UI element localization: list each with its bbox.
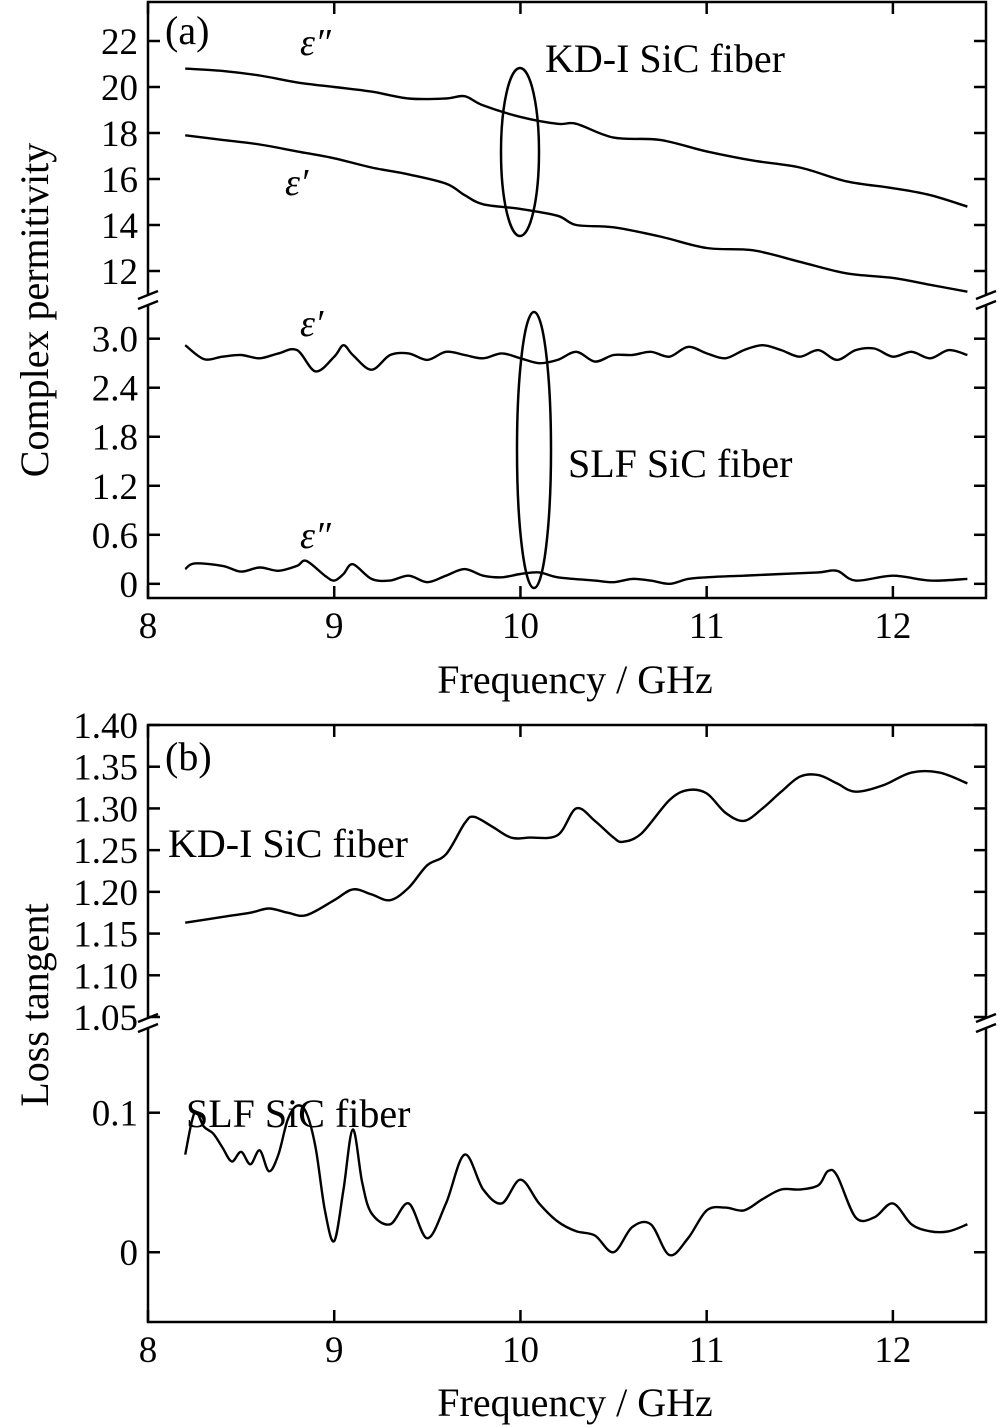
panel-b-ytick-label: 1.40 — [73, 706, 138, 747]
panel-a-ytick-label: 22 — [101, 22, 138, 63]
panel-b-ytick-label: 0.1 — [92, 1094, 138, 1135]
panel-b-ytick-label: 0 — [120, 1233, 139, 1274]
panel-a-axis-break-gap — [974, 295, 998, 305]
panel-a: 8 9 10 11 12 12 14 16 18 20 22 0 0.6 1.2 1.8 2.4 3.0 (a)… — [12, 0, 998, 702]
panel-b-axis-break-gap — [974, 1018, 998, 1028]
panel-a-ytick-label: 0 — [120, 565, 139, 606]
panel-a-xtick-label: 9 — [325, 606, 344, 647]
panel-a-kd-eps2-label: ε″ — [300, 22, 332, 64]
panel-b-ytick-label: 1.20 — [73, 873, 138, 914]
panel-a-lower-series-1 — [184, 559, 968, 586]
panel-b-ytick-label: 1.35 — [73, 748, 138, 789]
panel-b-ytick-label: 1.05 — [73, 998, 138, 1039]
panel-a-axis-break-gap — [136, 295, 160, 305]
panel-a-slf-annotation: SLF SiC fiber — [568, 441, 792, 486]
panel-a-xtick-label: 10 — [502, 606, 539, 647]
panel-b-xtick-label: 12 — [874, 1330, 911, 1371]
panel-b-ytick-label: 1.10 — [73, 956, 138, 997]
panel-a-kd-annotation: KD-I SiC fiber — [545, 36, 785, 81]
panel-a-xlabel: Frequency / GHz — [437, 657, 712, 702]
panel-b-xtick-label: 8 — [139, 1330, 158, 1371]
panel-b-lower-series-0 — [184, 1104, 968, 1257]
panel-b-xlabel: Frequency / GHz — [437, 1380, 712, 1425]
panel-a-ytick-label: 16 — [101, 160, 138, 201]
panel-a-lower-series-0 — [184, 344, 968, 373]
panel-b-ytick-label: 1.30 — [73, 789, 138, 830]
panel-a-axis-break-mark — [137, 299, 159, 311]
panel-a-upper-series-0 — [185, 67, 968, 208]
panel-b-ylabel: Loss tangent — [12, 903, 57, 1106]
panel-a-xtick-label: 12 — [874, 606, 911, 647]
panel-a-xtick-label: 8 — [139, 606, 158, 647]
panel-a-ytick-label: 1.2 — [92, 467, 138, 508]
panel-b-axis-break-mark — [137, 1022, 159, 1034]
panel-b-frame — [146, 723, 988, 1324]
panel-b-ytick-label: 1.15 — [73, 915, 138, 956]
panel-b-slf-annotation: SLF SiC fiber — [186, 1091, 410, 1136]
panel-a-ytick-label: 3.0 — [92, 320, 138, 361]
panel-a-ytick-label: 1.8 — [92, 418, 138, 459]
panel-b-ytick-label: 1.25 — [73, 831, 138, 872]
panel-a-ytick-label: 2.4 — [92, 369, 138, 410]
panel-a-ytick-label: 12 — [101, 252, 138, 293]
panel-b-axis-break-gap — [136, 1018, 160, 1028]
panel-a-slf-eps1-label: ε′ — [300, 303, 324, 345]
panel-a-axis-break-mark — [975, 289, 997, 301]
panel-a-ytick-label: 20 — [101, 68, 138, 109]
panel-a-upper-series-1 — [185, 134, 968, 293]
panel-b-xtick-label: 10 — [502, 1330, 539, 1371]
panel-a-axis-break-mark — [137, 289, 159, 301]
panel-b-xtick-label: 9 — [325, 1330, 344, 1371]
panel-b: 8 9 10 11 12 1.051.101.151.201.251.301.351.40… — [12, 706, 998, 1425]
panel-a-label: (a) — [165, 8, 209, 53]
panel-b-axis-break-mark — [975, 1022, 997, 1034]
panel-a-xtick-label: 11 — [689, 606, 725, 647]
panel-a-kd-ellipse — [499, 66, 541, 238]
panel-a-frame — [146, 0, 988, 600]
panel-a-axis-break-mark — [975, 299, 997, 311]
panel-a-slf-ellipse — [515, 310, 553, 590]
panel-b-xtick-label: 11 — [689, 1330, 725, 1371]
panel-b-kd-annotation: KD-I SiC fiber — [168, 821, 408, 866]
panel-b-label: (b) — [165, 734, 212, 779]
panel-a-slf-eps2-label: ε″ — [300, 515, 332, 557]
panel-a-ytick-label: 18 — [101, 114, 138, 155]
panel-b-upper-series-0 — [185, 769, 968, 924]
panel-a-ytick-label: 0.6 — [92, 516, 138, 557]
panel-a-kd-eps1-label: ε′ — [285, 162, 309, 204]
panel-a-ylabel: Complex permitivity — [12, 143, 57, 477]
panel-a-ytick-label: 14 — [101, 206, 138, 247]
